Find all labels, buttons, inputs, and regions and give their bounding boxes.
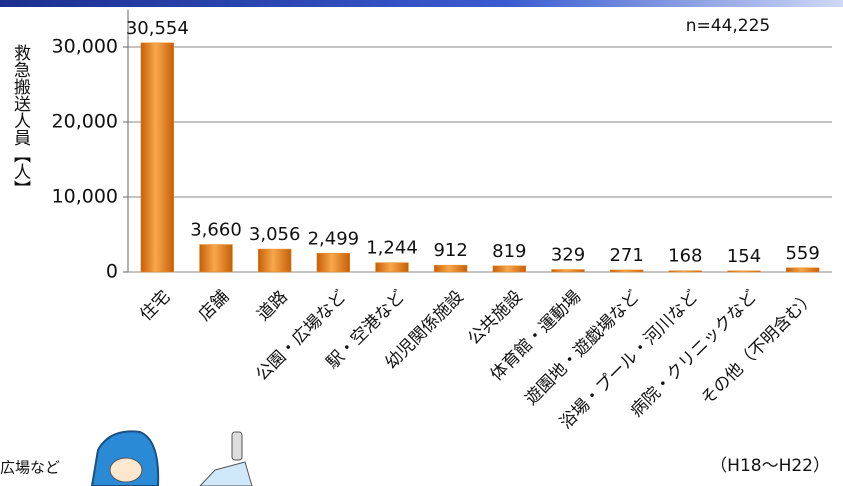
- value-label: 3,660: [190, 220, 242, 241]
- mascot: [90, 430, 253, 486]
- bar: [375, 262, 409, 273]
- bar: [316, 253, 351, 273]
- value-label: 30,554: [126, 18, 189, 39]
- y-tick-label: 10,000: [52, 186, 118, 208]
- y-tick-label: 30,000: [52, 36, 118, 58]
- bar: [668, 270, 703, 273]
- value-label: 2,499: [308, 228, 360, 249]
- value-label: 819: [492, 241, 526, 262]
- value-label: 168: [668, 246, 702, 267]
- bar: [609, 269, 644, 273]
- bar: [257, 248, 292, 273]
- x-tick-label: 店舗: [195, 287, 233, 325]
- bar: [551, 269, 585, 273]
- top-band: [0, 0, 843, 7]
- y-axis-label: 救急搬送人員【人】: [10, 44, 31, 197]
- value-label: 912: [433, 240, 467, 261]
- caption-fragment: 広場など: [0, 459, 60, 477]
- value-label: 271: [609, 245, 643, 266]
- bar: [785, 267, 820, 273]
- value-label: 329: [551, 245, 585, 266]
- bar: [433, 264, 468, 273]
- value-label: 559: [785, 243, 819, 264]
- value-label: 1,244: [366, 238, 418, 259]
- bar: [140, 42, 175, 273]
- x-tick-label: その他（不明含む）: [697, 287, 819, 409]
- x-tick-label: 遊園地・遊戯場など: [521, 287, 643, 409]
- annotation: n=44,225: [686, 16, 771, 36]
- bar: [199, 244, 233, 273]
- bar: [727, 270, 761, 273]
- value-label: 154: [727, 246, 761, 267]
- value-label: 3,056: [249, 224, 301, 245]
- y-tick-label: 0: [106, 261, 118, 283]
- x-tick-label: 道路: [254, 287, 292, 325]
- y-tick-label: 20,000: [52, 111, 118, 133]
- note: （H18～H22）: [710, 456, 830, 476]
- bar: [492, 265, 527, 273]
- x-tick-label: 住宅: [136, 287, 174, 325]
